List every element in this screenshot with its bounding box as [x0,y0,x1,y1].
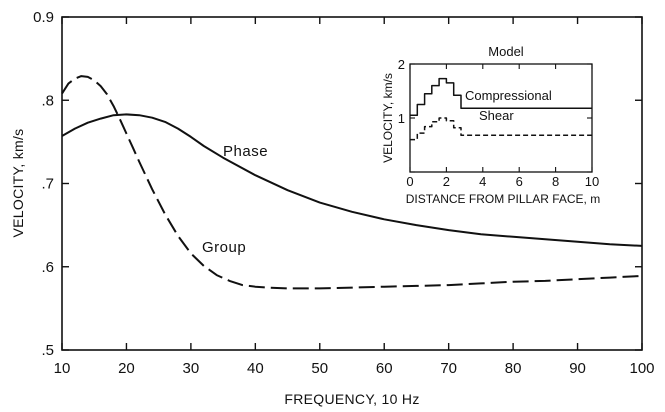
inset-y-axis-title: VELOCITY, km/s [381,73,395,163]
main-x-tick-label: 40 [247,360,264,377]
main-x-tick-label: 70 [440,360,457,377]
main-series-phase-line [61,113,643,247]
main-x-tick-label: 50 [311,360,328,377]
inset-title: Model [488,44,524,59]
inset-series-label-shear: Shear [479,108,514,123]
main-y-axis-title: VELOCITY, km/s [10,129,26,238]
inset-series-group [410,77,592,141]
main-x-tick-label: 30 [183,360,200,377]
main-axis-ticks: 10 20 30 40 50 60 70 80 90 100.5.6.7.80.9 [33,9,654,377]
main-x-tick-label: 90 [569,360,586,377]
inset-x-tick-label: 8 [552,174,559,189]
main-x-tick-label: 80 [505,360,522,377]
main-y-tick-label: 0.9 [33,9,54,26]
inset-series-compressional-line [410,77,592,117]
series-label-phase: Phase [223,143,268,160]
main-series-group-line [61,75,643,290]
inset-x-tick-label: 2 [443,174,450,189]
main-y-tick-label: .5 [41,342,54,359]
inset-y-tick-label: 2 [398,57,405,72]
main-y-tick-label: .6 [41,259,54,276]
inset-series-shear-line [410,117,592,141]
main-x-tick-label: 20 [118,360,135,377]
main-y-tick-label: .7 [41,176,54,193]
main-y-tick-label: .8 [41,92,54,109]
inset-y-tick-label: 1 [398,111,405,126]
main-x-tick-label: 60 [376,360,393,377]
inset-x-tick-label: 4 [479,174,486,189]
main-x-tick-label: 100 [629,360,654,377]
inset-x-tick-label: 10 [585,174,599,189]
inset-series-label-compressional: Compressional [465,88,552,103]
inset-x-axis-title: DISTANCE FROM PILLAR FACE, m [406,192,600,206]
inset-x-tick-label: 6 [516,174,523,189]
series-label-group: Group [202,239,246,256]
inset-x-tick-label: 0 [406,174,413,189]
main-x-axis-title: FREQUENCY, 10 Hz [284,391,419,407]
main-series-group [61,75,643,290]
main-x-tick-label: 10 [54,360,71,377]
